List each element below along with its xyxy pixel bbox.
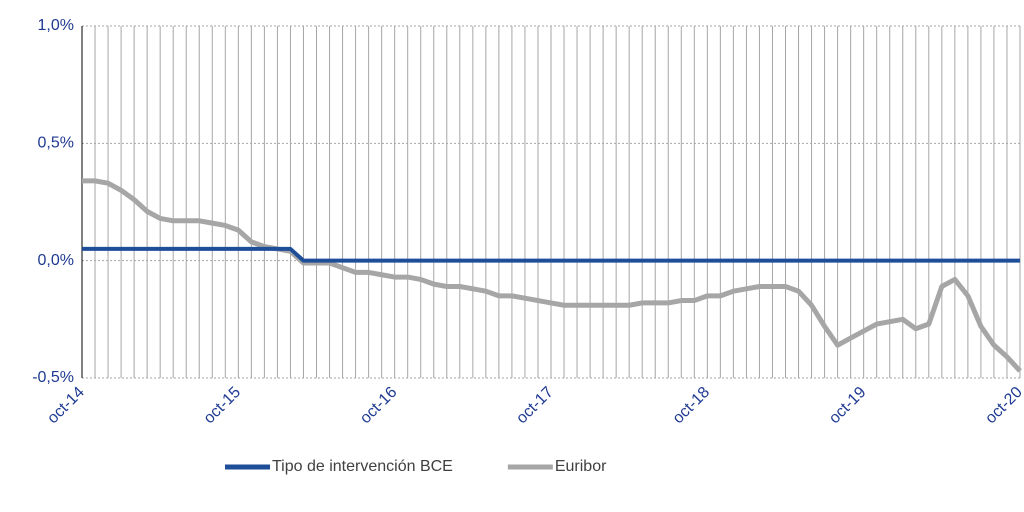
x-tick-label: oct-18 bbox=[670, 384, 714, 428]
legend-label: Tipo de intervención BCE bbox=[272, 458, 453, 475]
x-tick-label: oct-14 bbox=[44, 384, 88, 428]
series-line bbox=[82, 246, 1020, 263]
y-tick-label: -0,5% bbox=[32, 369, 74, 386]
y-tick-label: 0,5% bbox=[38, 135, 74, 152]
series-line bbox=[82, 178, 1022, 373]
y-tick-label: 0,0% bbox=[38, 252, 74, 269]
y-tick-label: 1,0% bbox=[38, 17, 74, 34]
legend-label: Euribor bbox=[555, 458, 607, 475]
x-tick-label: oct-17 bbox=[513, 384, 557, 428]
x-tick-label: oct-20 bbox=[982, 384, 1024, 428]
x-tick-label: oct-16 bbox=[357, 384, 401, 428]
x-tick-label: oct-19 bbox=[826, 384, 870, 428]
x-tick-label: oct-15 bbox=[201, 384, 245, 428]
